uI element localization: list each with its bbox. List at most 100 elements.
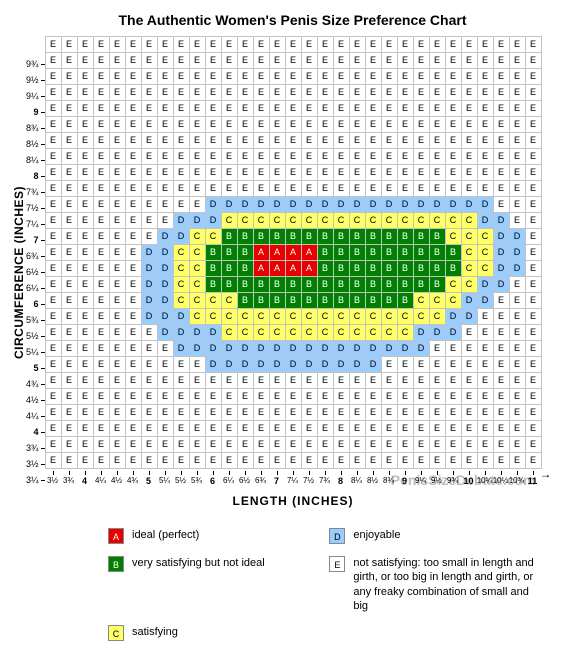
grid-cell: E xyxy=(365,149,381,165)
grid-cell: E xyxy=(301,453,317,469)
grid-cell: E xyxy=(333,133,349,149)
grid-cell: E xyxy=(93,37,109,53)
grid-cell: E xyxy=(61,373,77,389)
grid-cell: D xyxy=(413,341,429,357)
grid-cell: B xyxy=(301,293,317,309)
grid-cell: B xyxy=(349,261,365,277)
grid-cell: E xyxy=(445,421,461,437)
grid-cell: E xyxy=(141,85,157,101)
grid-cell: E xyxy=(205,149,221,165)
grid-cell: B xyxy=(221,229,237,245)
x-tick: 9¾ xyxy=(445,471,461,486)
grid-cell: B xyxy=(253,277,269,293)
grid-cell: C xyxy=(285,309,301,325)
grid-cell: E xyxy=(253,421,269,437)
grid-cell: E xyxy=(141,181,157,197)
grid-cell: E xyxy=(157,341,173,357)
grid-cell: C xyxy=(461,277,477,293)
grid-cell: E xyxy=(317,53,333,69)
grid-cell: E xyxy=(333,373,349,389)
legend-label: not satisfying: too small in length and … xyxy=(353,556,543,613)
grid-cell: C xyxy=(397,309,413,325)
grid-cell: E xyxy=(125,229,141,245)
grid-cell: E xyxy=(141,165,157,181)
grid-cell: E xyxy=(477,405,493,421)
grid-cell: E xyxy=(93,133,109,149)
grid-cell: D xyxy=(301,341,317,357)
grid-cell: E xyxy=(77,357,93,373)
grid-cell: E xyxy=(493,341,509,357)
grid-cell: E xyxy=(109,341,125,357)
grid-cell: E xyxy=(77,341,93,357)
y-tick: 7¾ xyxy=(26,184,45,200)
grid-cell: B xyxy=(397,293,413,309)
y-tick: 7¼ xyxy=(26,216,45,232)
grid-cell: E xyxy=(381,133,397,149)
grid-cell: E xyxy=(429,101,445,117)
grid-cell: E xyxy=(493,37,509,53)
grid-cell: E xyxy=(109,37,125,53)
grid-cell: E xyxy=(461,149,477,165)
grid-cell: E xyxy=(381,357,397,373)
grid-cell: D xyxy=(157,309,173,325)
grid-cell: E xyxy=(525,117,541,133)
grid-cell: D xyxy=(269,357,285,373)
grid-cell: E xyxy=(157,149,173,165)
grid-cell: E xyxy=(125,117,141,133)
x-tick: 5¾ xyxy=(189,471,205,486)
grid-cell: E xyxy=(205,37,221,53)
grid-cell: E xyxy=(525,405,541,421)
grid-cell: E xyxy=(333,389,349,405)
grid-cell: E xyxy=(445,149,461,165)
grid-cell: E xyxy=(285,373,301,389)
grid-cell: E xyxy=(413,453,429,469)
grid-cell: D xyxy=(493,277,509,293)
grid-cell: E xyxy=(77,85,93,101)
grid-cell: E xyxy=(77,37,93,53)
grid-cell: E xyxy=(525,421,541,437)
grid-cell: E xyxy=(141,357,157,373)
grid-cell: E xyxy=(461,389,477,405)
grid-cell: C xyxy=(317,213,333,229)
legend-item: Bvery satisfying but not ideal xyxy=(108,556,269,613)
grid-cell: E xyxy=(125,53,141,69)
grid-cell: E xyxy=(77,181,93,197)
grid-cell: E xyxy=(205,405,221,421)
grid-cell: E xyxy=(61,437,77,453)
grid-cell: E xyxy=(157,69,173,85)
grid-cell: E xyxy=(381,421,397,437)
grid-cell: C xyxy=(205,229,221,245)
grid-cell: E xyxy=(509,149,525,165)
grid-cell: E xyxy=(429,37,445,53)
grid-cell: E xyxy=(157,197,173,213)
grid-cell: D xyxy=(269,341,285,357)
grid-cell: C xyxy=(333,309,349,325)
grid-cell: E xyxy=(61,421,77,437)
grid-cell: E xyxy=(77,325,93,341)
grid-cell: C xyxy=(461,213,477,229)
grid-cell: B xyxy=(317,245,333,261)
grid-cell: E xyxy=(413,133,429,149)
grid-cell: E xyxy=(397,437,413,453)
grid-cell: E xyxy=(381,149,397,165)
grid-cell: E xyxy=(429,181,445,197)
grid-cell: E xyxy=(493,181,509,197)
grid-cell: E xyxy=(285,149,301,165)
grid-cell: E xyxy=(125,261,141,277)
grid-cell: D xyxy=(317,357,333,373)
grid-cell: D xyxy=(349,357,365,373)
grid-cell: D xyxy=(461,293,477,309)
grid-cell: E xyxy=(397,405,413,421)
y-tick: 4½ xyxy=(26,392,45,408)
grid-cell: D xyxy=(157,245,173,261)
grid-cell: D xyxy=(509,261,525,277)
grid-cell: E xyxy=(477,373,493,389)
grid-cell: E xyxy=(221,165,237,181)
grid-cell: E xyxy=(333,37,349,53)
grid-cell: E xyxy=(461,405,477,421)
grid-cell: D xyxy=(365,197,381,213)
grid-cell: E xyxy=(157,405,173,421)
grid-cell: E xyxy=(93,213,109,229)
grid-cell: E xyxy=(125,37,141,53)
grid-cell: D xyxy=(157,277,173,293)
